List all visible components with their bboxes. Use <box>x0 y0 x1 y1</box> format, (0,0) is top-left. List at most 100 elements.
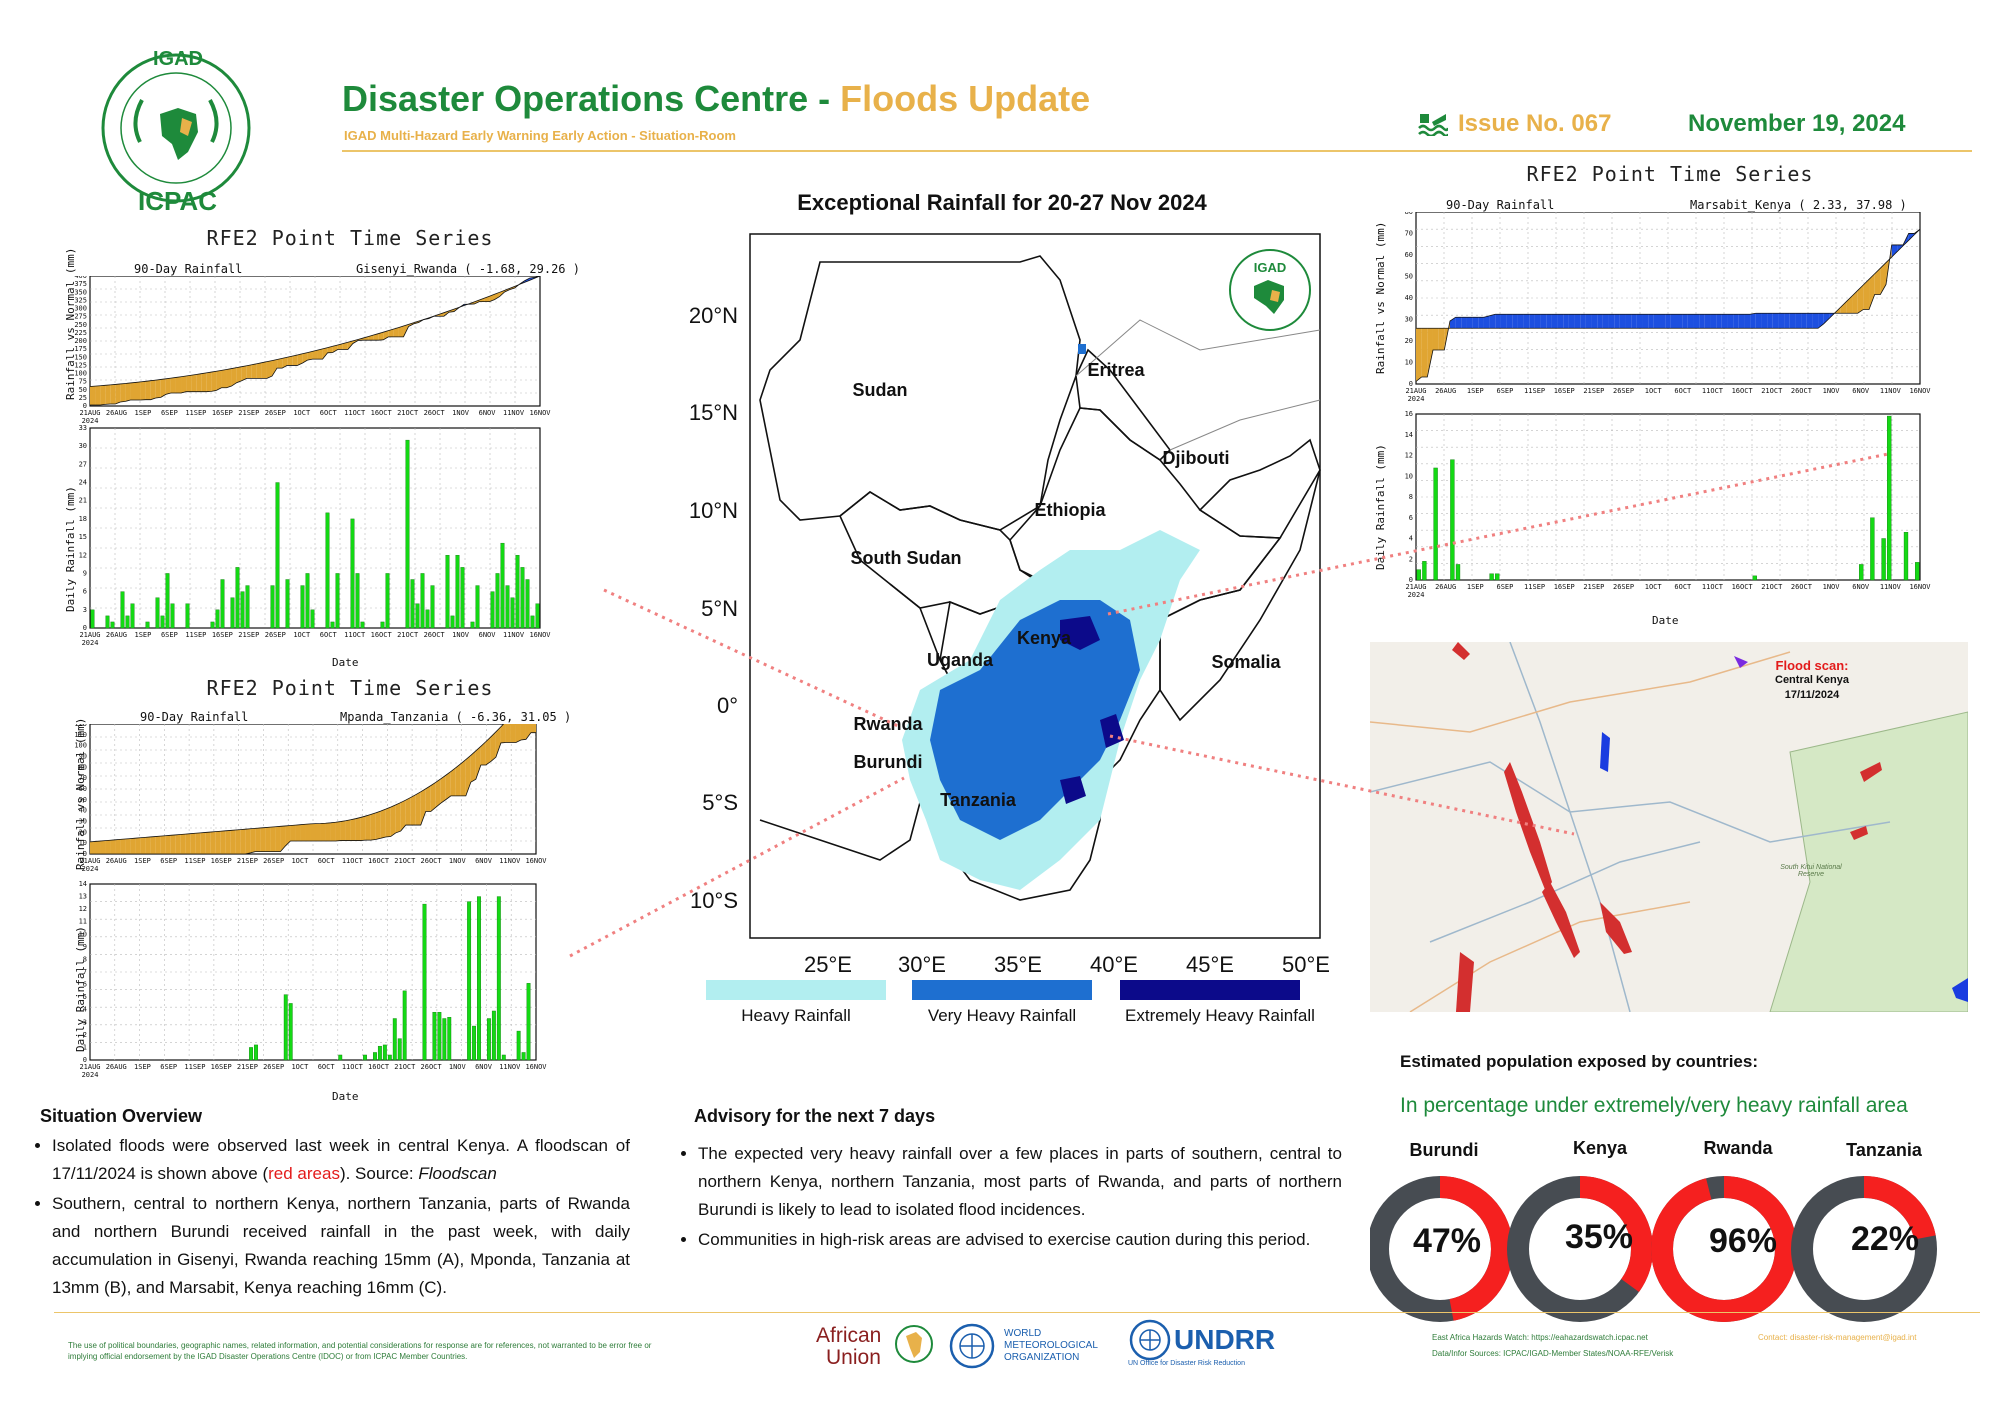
panel_c-anomaly-segment <box>1642 314 1649 329</box>
panel_a-anomaly-segment <box>378 332 384 341</box>
panel_b-top-ytick: 80 <box>79 763 87 771</box>
donut-tanzania-label: Tanzania <box>1846 1140 1922 1160</box>
panel_c-xtick: 16SEP <box>1554 387 1575 395</box>
panel_c-anomaly-segment <box>1699 314 1705 329</box>
panel_c-xtick: 26AUG <box>1435 583 1456 591</box>
panel_c-anomaly-segment <box>1546 314 1552 329</box>
panel_c-anomaly-segment <box>1750 313 1756 329</box>
panel_b-top-ytick: 20 <box>79 828 87 836</box>
panel_b-year: 2024 <box>82 1071 99 1079</box>
panel_c-anomaly-segment <box>1676 314 1683 329</box>
panel_a-top-ytick: 200 <box>74 337 87 345</box>
panel_b-xtick: 16NOV <box>525 857 547 865</box>
panel_a-anomaly-segment <box>216 370 222 391</box>
panel_a-anomaly-segment <box>110 384 116 405</box>
panel_c-xtick: 21SEP <box>1583 387 1604 395</box>
panel_a-daily-bar <box>110 621 115 629</box>
panel_b-anomaly-segment <box>320 823 326 842</box>
panel_b-bottom-ytick: 8 <box>83 955 87 963</box>
panel_b-xtick: 11OCT <box>342 857 364 865</box>
panel_a-anomaly-segment <box>226 368 232 388</box>
panel_a-bottom-ytick: 30 <box>79 442 87 450</box>
panel_b-xtick: 16OCT <box>368 857 390 865</box>
panel_a-anomaly-segment <box>196 373 202 392</box>
panel_c-xtick: 21AUG <box>1405 583 1426 591</box>
au-logo <box>816 1322 936 1368</box>
panel_b-anomaly-segment <box>125 838 131 854</box>
panel_a-daily-bar <box>455 555 460 629</box>
panel_c-anomaly-segment <box>1795 313 1802 329</box>
donut-rwanda-value: 96% <box>1708 1222 1778 1260</box>
panel_a-anomaly-segment <box>170 377 176 394</box>
panel_b-xtick: 6NOV <box>475 1063 493 1071</box>
panel_a-xtick: 1OCT <box>293 409 311 417</box>
panel_a-anomaly-segment <box>251 363 257 379</box>
panel_b-daily-bar <box>254 1044 258 1061</box>
panel_a-anomaly-segment <box>322 347 328 360</box>
panel_b-anomaly-segment <box>505 724 511 743</box>
panel_a-bottom-ytick: 6 <box>83 588 87 596</box>
panel_b-xtick: 1OCT <box>291 1063 309 1071</box>
panel_a-anomaly-segment <box>347 340 353 350</box>
footer-watch[interactable]: East Africa Hazards Watch: https://eahaz… <box>1432 1333 1648 1342</box>
map-lat-label: 15°N <box>689 400 738 425</box>
panel_c-xtick: 16NOV <box>1909 387 1931 395</box>
panel_a-anomaly-segment <box>277 358 283 369</box>
panel_b-anomaly-segment <box>155 836 161 854</box>
panel_b-anomaly-segment <box>430 782 436 812</box>
panel_a-anomaly-segment <box>115 383 121 405</box>
panel-c-title: RFE2 Point Time Series <box>1526 162 1814 186</box>
panel_b-bottom-ytick: 7 <box>83 968 87 976</box>
panel_c-xtick: 11OCT <box>1702 387 1724 395</box>
page-title: Disaster Operations Centre - Floods Upda… <box>342 78 1090 120</box>
panel_b-anomaly-segment <box>465 755 471 796</box>
panel_a-xtick: 1NOV <box>452 631 470 639</box>
panel_b-bottom-ytick: 11 <box>79 918 87 926</box>
panel_a-xtick: 11OCT <box>344 631 366 639</box>
panel_a-xtick: 21OCT <box>397 409 419 417</box>
map-title: Exceptional Rainfall for 20-27 Nov 2024 <box>797 190 1207 215</box>
panel_c-anomaly-segment <box>1687 314 1694 329</box>
panel_b-xtick: 6OCT <box>318 1063 336 1071</box>
extremely-heavy-rainfall-area-3 <box>1060 776 1086 804</box>
situation-bullet-2: Southern, central to northern Kenya, nor… <box>52 1190 630 1302</box>
footer-divider <box>54 1312 1980 1313</box>
panel_c-daily-bar <box>1752 575 1757 581</box>
panel_a-daily-bar <box>520 567 525 629</box>
map-lon-label: 45°E <box>1186 952 1234 977</box>
au-text-1: African <box>816 1324 882 1347</box>
panel_b-anomaly-segment <box>90 841 96 854</box>
panel_b-anomaly-segment <box>515 724 521 743</box>
panel_b-xtick: 26AUG <box>106 857 127 865</box>
panel-a-title: RFE2 Point Time Series <box>206 226 494 250</box>
panel_c-xtick: 26SEP <box>1613 583 1634 591</box>
panel_b-anomaly-segment <box>340 820 346 841</box>
footer-contact[interactable]: Contact: disaster-risk-management@igad.i… <box>1758 1333 1917 1342</box>
panel_b-xtick: 26OCT <box>421 857 443 865</box>
panel_b-xtick: 11NOV <box>499 857 521 865</box>
panel_b-bottom-ytick: 1 <box>83 1043 87 1051</box>
park-area <box>1769 711 1968 1012</box>
panel-a-chart: 21AUG 26AUG 1SEP 6SEP 11SEP 16SEP 21SEP 26SEP 1O… <box>74 276 551 647</box>
panel_a-anomaly-segment <box>363 336 369 341</box>
panel_a-anomaly-segment <box>438 312 444 317</box>
panel_c-anomaly-segment <box>1727 314 1734 329</box>
panel_a-xtick: 26SEP <box>265 409 286 417</box>
panel_c-anomaly-segment <box>1529 314 1535 329</box>
panel_c-anomaly-segment <box>1455 317 1462 329</box>
panel_b-year: 2024 <box>82 865 99 873</box>
icpac-label: ICPAC <box>138 186 217 216</box>
panel_a-daily-bar <box>155 597 160 629</box>
panel_c-xtick: 1SEP <box>1467 387 1484 395</box>
panel_b-daily-bar <box>397 1038 402 1061</box>
panel_a-daily-bar <box>270 585 275 629</box>
panel_a-daily-bar <box>405 439 410 629</box>
panel_c-top-ytick: 30 <box>1405 316 1413 324</box>
legend-heavy-label: Heavy Rainfall <box>741 1006 851 1025</box>
panel_b-anomaly-segment <box>410 794 416 826</box>
panel_c-anomaly-segment <box>1427 328 1433 377</box>
panel_a-daily-bar <box>330 621 335 629</box>
donut-kenya-value: 35% <box>1564 1218 1634 1256</box>
panel_b-anomaly-segment <box>210 831 216 854</box>
map-country-label: Kenya <box>1017 628 1072 648</box>
